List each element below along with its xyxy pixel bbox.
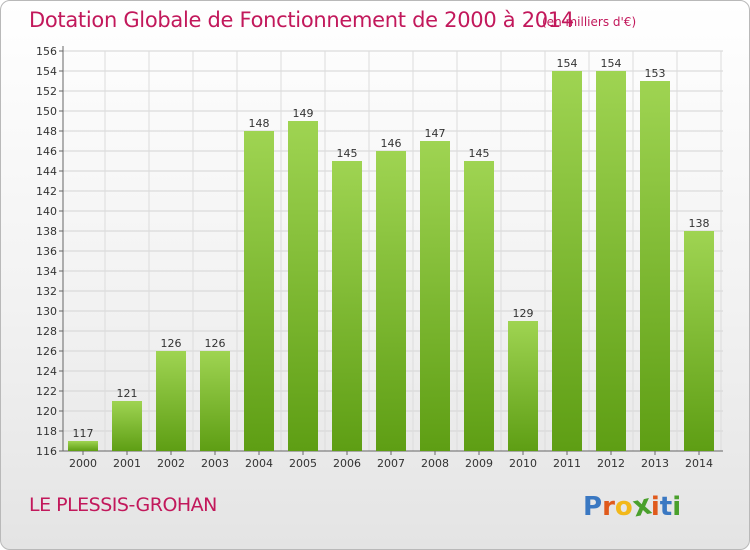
y-tick-label: 150 — [36, 105, 57, 118]
y-tick-label: 124 — [36, 365, 57, 378]
y-tick-label: 132 — [36, 285, 57, 298]
data-label: 147 — [425, 127, 446, 140]
data-label: 154 — [557, 57, 578, 70]
bar — [332, 161, 362, 451]
y-tick-label: 120 — [36, 405, 57, 418]
logo-letter: r — [602, 492, 615, 522]
logo-letter: i — [672, 492, 682, 522]
y-tick-label: 156 — [36, 45, 57, 58]
data-label: 129 — [513, 307, 534, 320]
logo-letter: i — [650, 492, 660, 522]
logo-letter: P — [583, 492, 603, 522]
x-tick-label: 2009 — [465, 457, 493, 470]
bar — [68, 441, 98, 451]
x-tick-label: 2007 — [377, 457, 405, 470]
y-tick-label: 142 — [36, 185, 57, 198]
y-tick-label: 138 — [36, 225, 57, 238]
x-tick-label: 2005 — [289, 457, 317, 470]
bar — [508, 321, 538, 451]
bar — [420, 141, 450, 451]
x-tick-label: 2003 — [201, 457, 229, 470]
x-tick-label: 2002 — [157, 457, 185, 470]
proxiti-logo: Proxiti — [583, 487, 682, 523]
bars — [68, 71, 714, 451]
logo-letter: t — [659, 492, 673, 522]
y-tick-label: 144 — [36, 165, 57, 178]
y-tick-label: 152 — [36, 85, 57, 98]
data-label: 153 — [645, 67, 666, 80]
chart-title: Dotation Globale de Fonctionnement de 20… — [29, 8, 574, 32]
bar — [596, 71, 626, 451]
city-name: LE PLESSIS-GROHAN — [29, 494, 217, 516]
x-tick-label: 2000 — [69, 457, 97, 470]
x-tick-label: 2008 — [421, 457, 449, 470]
bar — [640, 81, 670, 451]
bar — [684, 231, 714, 451]
bar — [376, 151, 406, 451]
y-tick-label: 122 — [36, 385, 57, 398]
x-tick-label: 2013 — [641, 457, 669, 470]
y-tick-label: 134 — [36, 265, 57, 278]
chart-subtitle: (en milliers d'€) — [542, 15, 637, 29]
data-labels: 117 121 126 126 148 149 145 146 147 145 129 154 154 1… — [73, 57, 710, 440]
data-label: 126 — [161, 337, 182, 350]
bar — [156, 351, 186, 451]
y-tick-label: 130 — [36, 305, 57, 318]
logo-letter: o — [614, 492, 633, 522]
bar — [112, 401, 142, 451]
data-label: 149 — [293, 107, 314, 120]
y-tick-label: 146 — [36, 145, 57, 158]
y-tick-label: 116 — [36, 445, 57, 458]
x-tick-label: 2014 — [685, 457, 713, 470]
bar — [464, 161, 494, 451]
x-tick-label: 2001 — [113, 457, 141, 470]
bar — [244, 131, 274, 451]
data-label: 126 — [205, 337, 226, 350]
y-tick-label: 140 — [36, 205, 57, 218]
y-tick-label: 128 — [36, 325, 57, 338]
data-label: 121 — [117, 387, 138, 400]
x-tick-label: 2006 — [333, 457, 361, 470]
data-label: 145 — [337, 147, 358, 160]
y-tick-label: 154 — [36, 65, 57, 78]
y-tick-label: 118 — [36, 425, 57, 438]
y-tick-label: 136 — [36, 245, 57, 258]
data-label: 148 — [249, 117, 270, 130]
data-label: 138 — [689, 217, 710, 230]
x-tick-label: 2004 — [245, 457, 273, 470]
data-label: 154 — [601, 57, 622, 70]
x-tick-label: 2012 — [597, 457, 625, 470]
y-tick-label: 126 — [36, 345, 57, 358]
data-label: 146 — [381, 137, 402, 150]
bar — [288, 121, 318, 451]
data-label: 117 — [73, 427, 94, 440]
bar — [200, 351, 230, 451]
data-label: 145 — [469, 147, 490, 160]
bar — [552, 71, 582, 451]
x-tick-label: 2010 — [509, 457, 537, 470]
y-tick-label: 148 — [36, 125, 57, 138]
x-tick-label: 2011 — [553, 457, 581, 470]
